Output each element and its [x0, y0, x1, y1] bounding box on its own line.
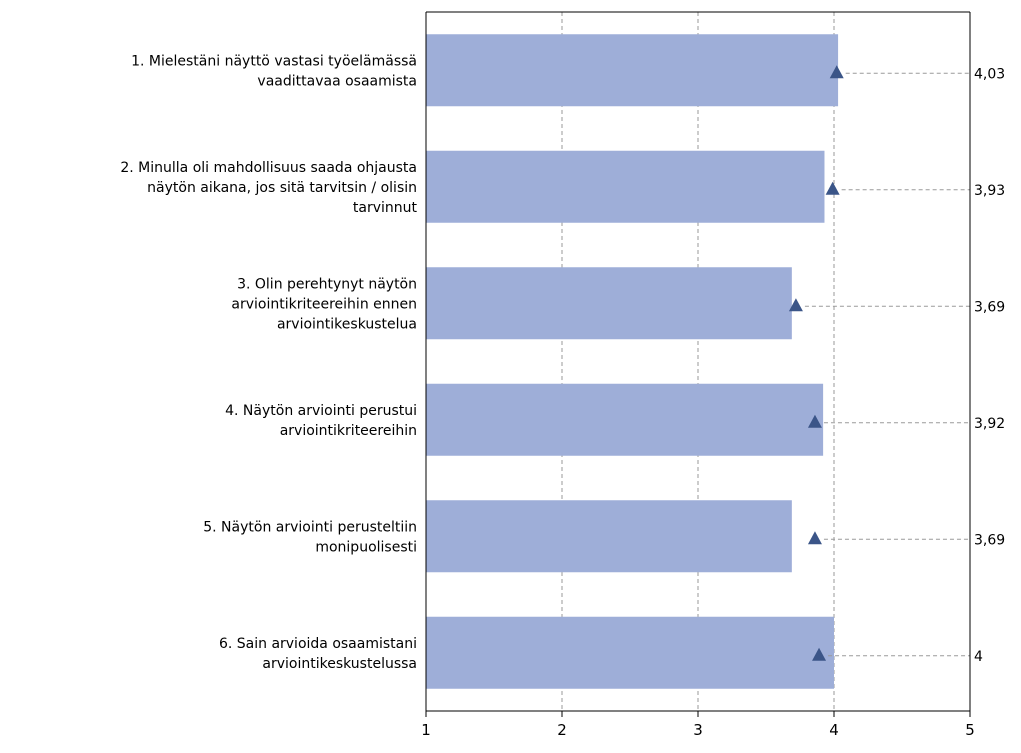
- value-label-5: 3,69: [974, 532, 1005, 548]
- category-label-2-line-1: 2. Minulla oli mahdollisuus saada ohjaus…: [120, 160, 417, 176]
- category-label-5-line-2: monipuolisesti: [315, 539, 417, 555]
- triangle-marker-1: [829, 65, 844, 79]
- triangle-marker-6: [812, 647, 827, 661]
- bar-6: [426, 616, 834, 689]
- category-label-6-line-1: 6. Sain arvioida osaamistani: [219, 636, 417, 652]
- value-label-1: 4,03: [974, 66, 1005, 82]
- category-label-1: 1. Mielestäni näyttö vastasi työelämässä…: [131, 53, 417, 89]
- category-label-6: 6. Sain arvioida osaamistani arviointikes…: [219, 636, 417, 672]
- value-label-4: 3,92: [974, 416, 1005, 432]
- bar-5: [426, 500, 792, 573]
- x-tick-label-4: 4: [829, 721, 839, 739]
- value-labels: 4,03 3,93 3,69 3,92 3,69 4: [974, 66, 1005, 665]
- x-tick-label-3: 3: [693, 721, 703, 739]
- category-label-2: 2. Minulla oli mahdollisuus saada ohjaus…: [120, 160, 417, 216]
- category-label-4: 4. Näytön arviointi perustui arviointikri…: [225, 403, 417, 439]
- x-tick-labels: 1 2 3 4 5: [421, 711, 975, 739]
- category-label-1-line-2: vaadittavaa osaamista: [257, 73, 417, 89]
- category-labels: 1. Mielestäni näyttö vastasi työelämässä…: [120, 53, 417, 672]
- category-label-1-line-1: 1. Mielestäni näyttö vastasi työelämässä: [131, 53, 417, 69]
- bar-1: [426, 34, 839, 107]
- bar-2: [426, 150, 825, 223]
- category-label-3-line-2: arviointikriteereihin ennen: [231, 296, 417, 312]
- x-tick-label-2: 2: [557, 721, 567, 739]
- category-label-5-line-1: 5. Näytön arviointi perusteltiin: [203, 519, 417, 535]
- x-tick-label-5: 5: [965, 721, 975, 739]
- triangle-marker-4: [807, 414, 822, 428]
- bar-4: [426, 383, 824, 456]
- category-label-3: 3. Olin perehtynyt näytön arviointikritee…: [231, 276, 417, 332]
- category-label-6-line-2: arviointikeskustelussa: [262, 656, 417, 672]
- bar-3: [426, 267, 792, 340]
- axes: [425, 11, 971, 712]
- category-label-3-line-1: 3. Olin perehtynyt näytön: [237, 276, 417, 292]
- value-label-2: 3,93: [974, 183, 1005, 199]
- category-label-4-line-1: 4. Näytön arviointi perustui: [225, 403, 417, 419]
- triangle-marker-5: [807, 531, 822, 545]
- category-label-2-line-3: tarvinnut: [353, 200, 418, 216]
- triangle-marker-3: [788, 298, 803, 312]
- category-label-2-line-2: näytön aikana, jos sitä tarvitsin / olis…: [147, 180, 417, 196]
- bars: [426, 34, 839, 689]
- x-tick-label-1: 1: [421, 721, 431, 739]
- category-label-3-line-3: arviointikeskustelua: [277, 316, 417, 332]
- category-label-4-line-2: arviointikriteereihin: [280, 423, 417, 439]
- category-label-5: 5. Näytön arviointi perusteltiin monipuol…: [203, 519, 417, 555]
- value-leader-lines: [804, 72, 970, 657]
- value-label-6: 4: [974, 649, 983, 665]
- triangle-markers: [788, 65, 844, 661]
- value-label-3: 3,69: [974, 299, 1005, 315]
- triangle-marker-2: [825, 181, 840, 195]
- grid-lines: [561, 12, 835, 711]
